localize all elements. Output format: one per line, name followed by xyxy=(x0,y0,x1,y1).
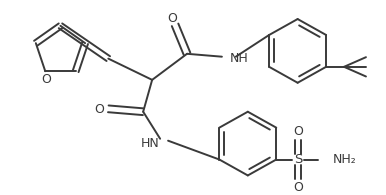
Text: HN: HN xyxy=(141,137,159,150)
Text: NH: NH xyxy=(230,52,249,65)
Text: S: S xyxy=(294,153,302,166)
Text: O: O xyxy=(41,73,51,86)
Text: O: O xyxy=(167,12,177,25)
Text: NH₂: NH₂ xyxy=(333,153,357,166)
Text: O: O xyxy=(95,103,104,116)
Text: O: O xyxy=(293,125,303,138)
Text: O: O xyxy=(293,181,303,194)
